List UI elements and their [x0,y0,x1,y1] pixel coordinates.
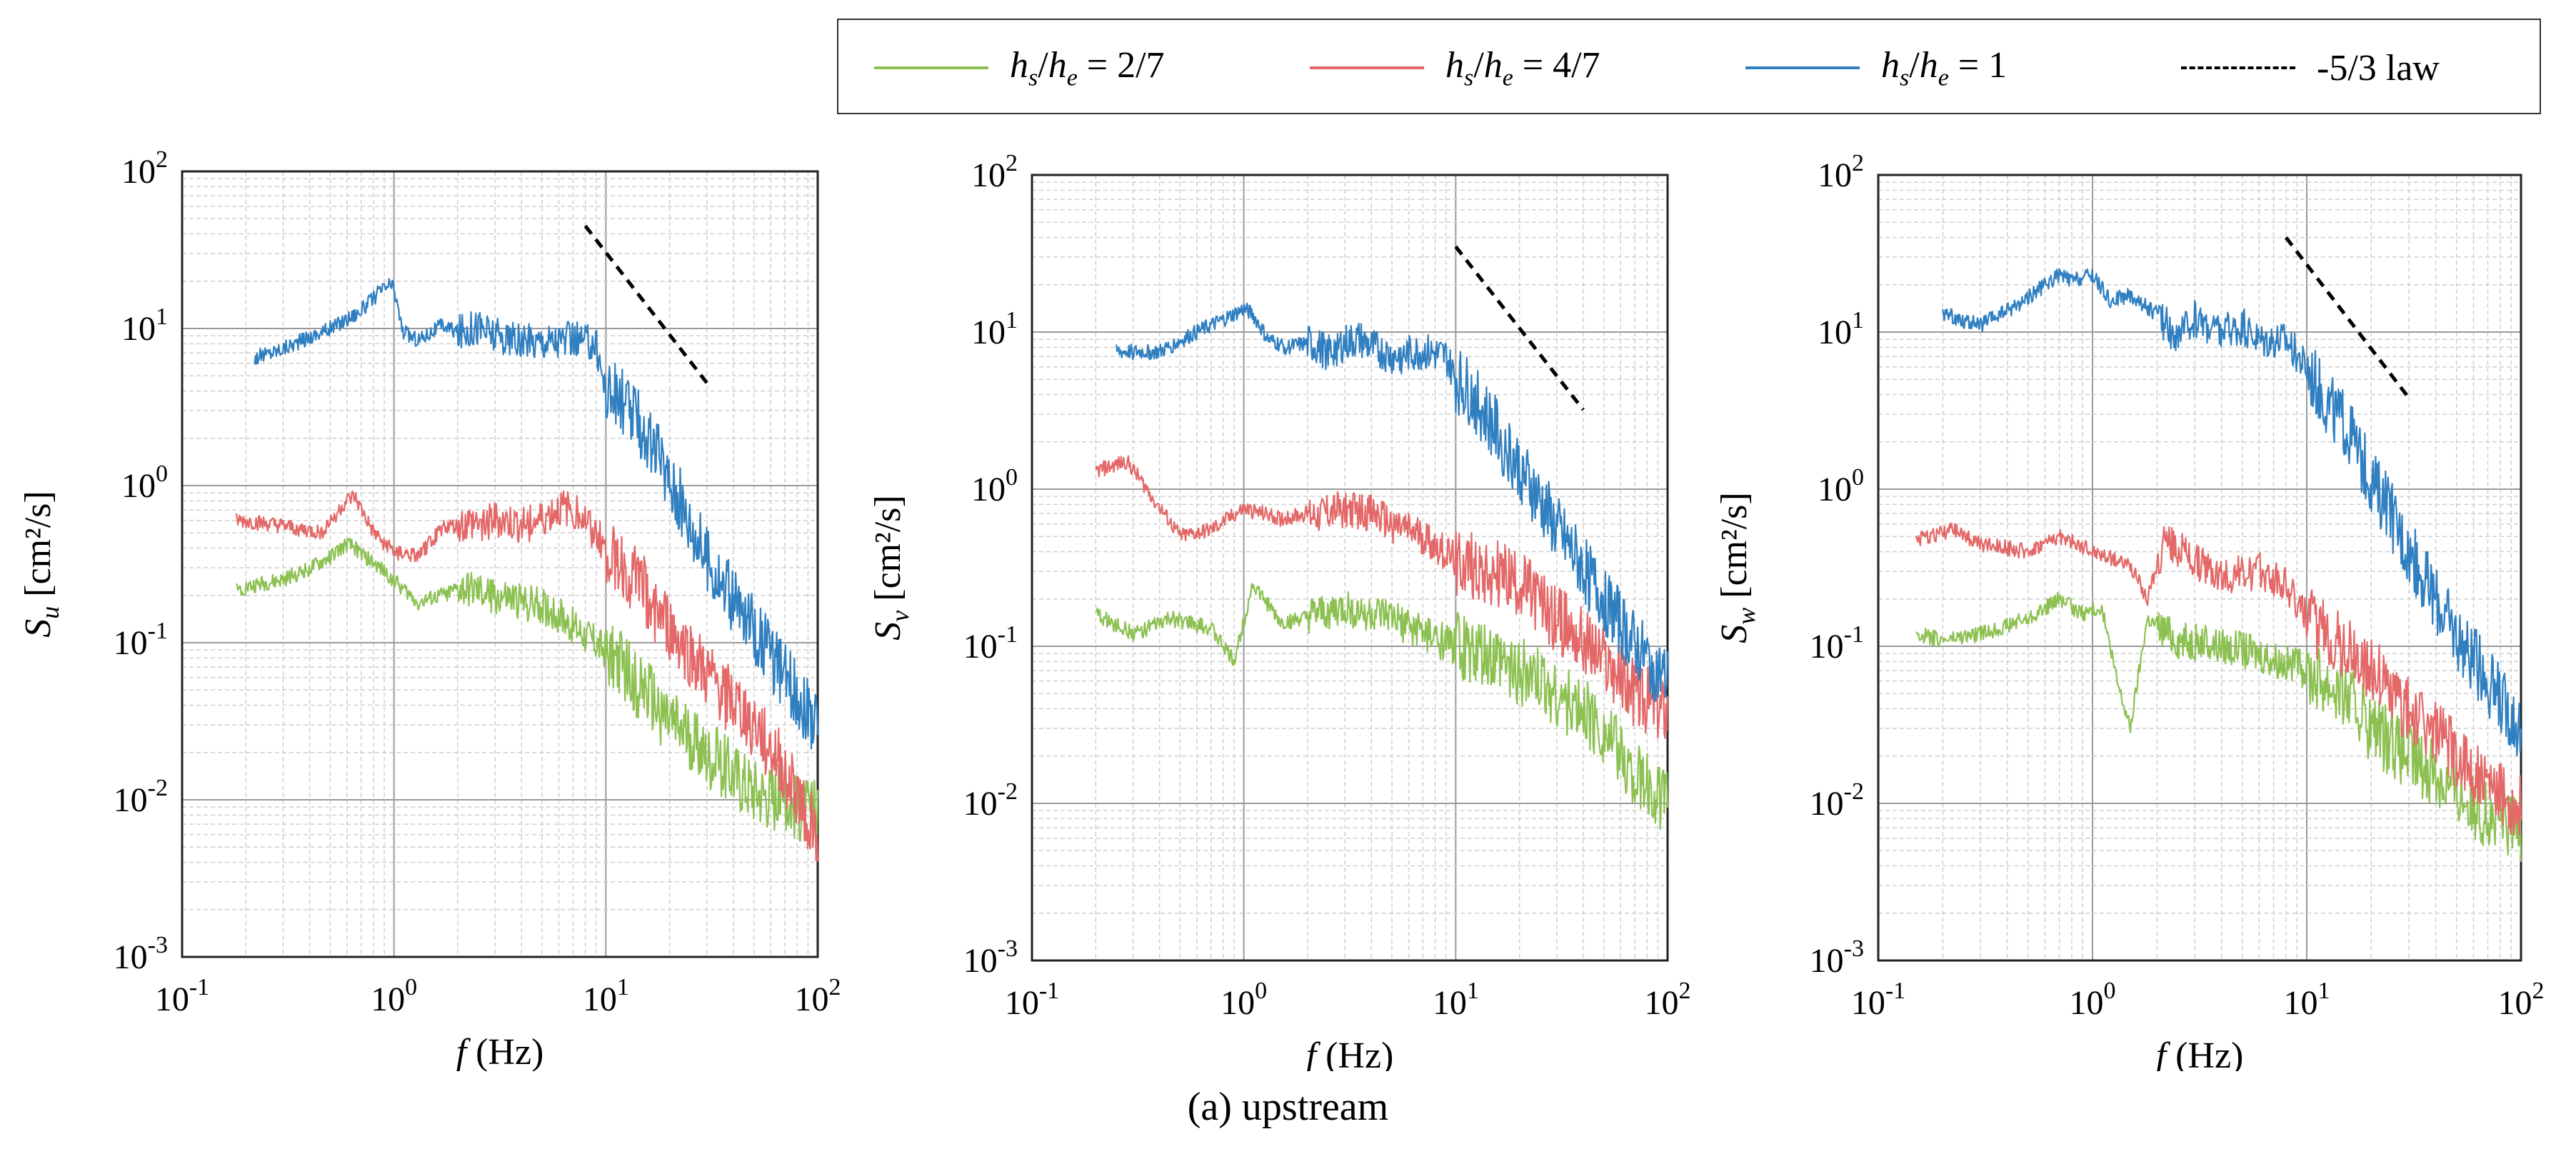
series-line-hs-he-2-7 [1095,583,1669,831]
legend-item-red: hs/he = 4/7 [1310,20,1600,116]
legend-swatch-red [1310,66,1424,69]
x-tick-label: 102 [1645,978,1691,1022]
legend-label-green: hs/he = 2/7 [1010,44,1165,91]
legend-item-blue: hs/he = 1 [1745,20,2007,116]
legend-label-red: hs/he = 4/7 [1445,44,1600,91]
plot-frame [1877,174,2522,962]
y-tick-label: 10-1 [963,621,1018,666]
chart-panel-Su: 10-1 100 101 102 10-3 10-2 10-1 100 101 102 f (Hz)… [18,146,841,1071]
plot-frame [1031,174,1669,962]
y-axis-label: Sw [cm²/s] [1714,492,1760,643]
y-tick-label: 102 [971,150,1018,194]
x-axis-label: f (Hz) [456,1032,544,1071]
y-tick-label: 100 [1818,464,1864,508]
charts-svg: 10-1 100 101 102 10-3 10-2 10-1 100 101 102 f (Hz)… [18,146,2545,1071]
x-tick-label: 100 [1221,978,1267,1022]
y-tick-label: 101 [971,307,1018,351]
legend-item-law: -5/3 law [2181,20,2440,116]
y-axis-label: Sv [cm²/s] [868,495,914,640]
x-axis-label: f (Hz) [2156,1035,2244,1071]
y-tick-label: 10-2 [1810,778,1864,823]
y-tick-label: 102 [1818,150,1864,194]
legend-item-green: hs/he = 2/7 [874,20,1165,116]
x-tick-label: 102 [795,974,841,1018]
y-tick-label: 101 [1818,307,1864,351]
series-line-hs-he-4-7 [1095,455,1669,739]
y-tick-label: 10-1 [114,618,168,662]
legend-swatch-law [2181,66,2295,69]
y-tick-label: 10-3 [1810,935,1864,980]
reference-line-minus-5-3 [2284,236,2411,399]
y-tick-label: 10-2 [963,778,1018,823]
x-tick-label: 10-1 [155,974,209,1018]
y-tick-label: 10-1 [1810,621,1864,666]
x-tick-label: 101 [583,974,629,1018]
series-line-hs-he-1 [1116,302,1669,702]
x-tick-label: 10-1 [1851,978,1905,1022]
x-tick-label: 10-1 [1005,978,1059,1022]
y-tick-label: 100 [971,464,1018,508]
figure-caption: (a) upstream [1187,1085,1389,1129]
y-tick-label: 102 [121,146,168,191]
legend: hs/he = 2/7 hs/he = 4/7 hs/he = 1 -5/3 l… [837,19,2541,114]
y-tick-label: 101 [121,303,168,348]
x-tick-label: 100 [2070,978,2116,1022]
x-tick-label: 100 [371,974,417,1018]
chart-panel-Sv: 10-1 100 101 102 10-3 10-2 10-1 100 101 102 f (Hz)… [868,150,1691,1071]
series-line-hs-he-1 [254,278,819,750]
y-tick-label: 10-2 [114,775,168,819]
series-line-hs-he-4-7 [1915,522,2522,836]
y-tick-label: 10-3 [114,932,168,976]
plot-frame [181,170,819,958]
chart-panel-Sw: 10-1 100 101 102 10-3 10-2 10-1 100 101 102 f (Hz)… [1714,150,2545,1071]
x-tick-label: 101 [2284,978,2330,1022]
legend-swatch-blue [1745,66,1860,69]
y-tick-label: 10-3 [963,935,1018,980]
series-line-hs-he-4-7 [235,490,819,862]
x-tick-label: 102 [2498,978,2545,1022]
legend-swatch-green [874,66,988,69]
x-axis-label: f (Hz) [1306,1035,1394,1071]
series-line-hs-he-1 [1942,268,2522,757]
legend-label-blue: hs/he = 1 [1881,44,2008,91]
reference-line-minus-5-3 [583,224,708,384]
y-axis-label: Su [cm²/s] [18,491,64,637]
series-line-hs-he-2-7 [236,537,819,843]
y-tick-label: 100 [121,461,168,505]
reference-line-minus-5-3 [1454,245,1585,411]
legend-label-law: -5/3 law [2317,47,2440,89]
x-tick-label: 101 [1433,978,1479,1022]
series-line-hs-he-2-7 [1915,591,2522,862]
